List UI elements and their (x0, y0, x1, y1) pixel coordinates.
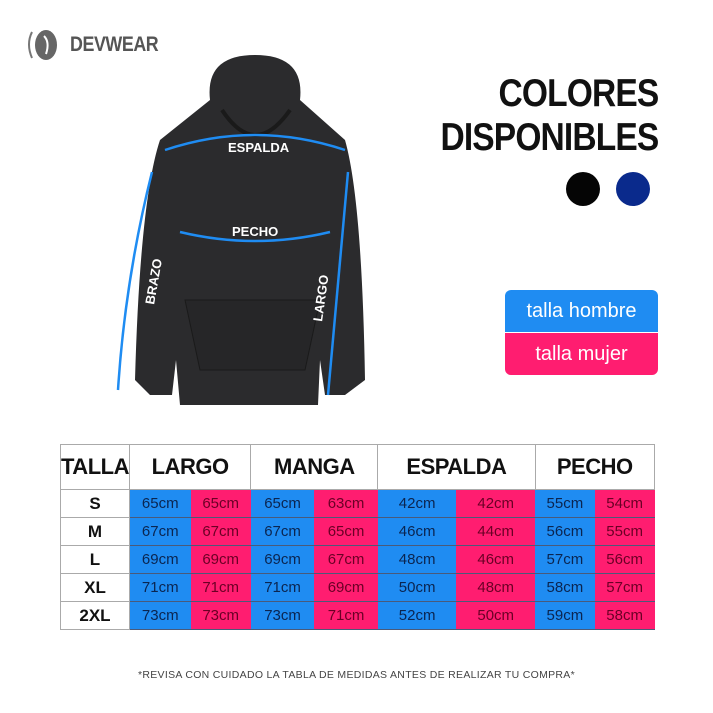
men-value-cell: 56cm (535, 517, 595, 546)
pecho-arrow (179, 230, 331, 243)
size-cell: S (60, 489, 130, 518)
men-value-cell: 48cm (377, 545, 457, 574)
title-line-2: DISPONIBLES (440, 116, 659, 159)
men-value-cell: 55cm (535, 489, 595, 518)
men-value-cell: 71cm (129, 573, 191, 602)
women-value-cell: 55cm (594, 517, 655, 546)
table-row: 2XL 73cm 73cm 73cm 71cm 52cm 50cm 59cm 58cm (60, 601, 655, 630)
header-talla: TALLA (60, 444, 130, 490)
header-manga: MANGA (250, 444, 379, 490)
brand-logo: DEVWEAR (24, 28, 174, 62)
men-value-cell: 67cm (250, 517, 315, 546)
legend-women: talla mujer (505, 333, 658, 375)
espalda-label: ESPALDA (228, 140, 290, 155)
women-value-cell: 63cm (314, 489, 378, 518)
women-value-cell: 50cm (456, 601, 535, 630)
largo-label: LARGO (310, 274, 331, 323)
header-largo: LARGO (128, 444, 252, 490)
men-value-cell: 50cm (377, 573, 457, 602)
table-row: S 65cm 65cm 65cm 63cm 42cm 42cm 55cm 54cm (60, 489, 655, 518)
women-value-cell: 58cm (594, 601, 655, 630)
men-value-cell: 52cm (377, 601, 457, 630)
page-title: COLORES DISPONIBLES (440, 72, 659, 160)
size-table: TALLA LARGO MANGA ESPALDA PECHO S 65cm 65c… (60, 444, 655, 630)
size-cell: XL (60, 573, 130, 602)
size-cell: M (60, 517, 130, 546)
men-value-cell: 73cm (129, 601, 191, 630)
color-swatch-black[interactable] (566, 172, 600, 206)
men-value-cell: 65cm (250, 489, 315, 518)
men-value-cell: 69cm (250, 545, 315, 574)
women-value-cell: 67cm (190, 517, 251, 546)
women-value-cell: 57cm (594, 573, 655, 602)
men-value-cell: 57cm (535, 545, 595, 574)
logo-mark-icon (28, 30, 57, 60)
header-espalda: ESPALDA (377, 444, 536, 490)
women-value-cell: 42cm (456, 489, 535, 518)
women-value-cell: 65cm (314, 517, 378, 546)
men-value-cell: 46cm (377, 517, 457, 546)
men-value-cell: 69cm (129, 545, 191, 574)
espalda-arrow (164, 133, 346, 152)
table-row: L 69cm 69cm 69cm 67cm 48cm 46cm 57cm 56cm (60, 545, 655, 574)
women-value-cell: 73cm (190, 601, 251, 630)
women-value-cell: 65cm (190, 489, 251, 518)
header-pecho: PECHO (534, 444, 655, 490)
women-value-cell: 44cm (456, 517, 535, 546)
pecho-label: PECHO (232, 224, 278, 239)
women-value-cell: 56cm (594, 545, 655, 574)
color-swatch-navy[interactable] (616, 172, 650, 206)
brand-name: DEVWEAR (70, 33, 159, 56)
largo-arrow (326, 171, 350, 396)
disclaimer-note: *REVISA CON CUIDADO LA TABLA DE MEDIDAS … (137, 669, 575, 681)
men-value-cell: 67cm (129, 517, 191, 546)
legend-men: talla hombre (505, 290, 658, 332)
table-row: M 67cm 67cm 67cm 65cm 46cm 44cm 56cm 55cm (60, 517, 655, 546)
men-value-cell: 65cm (129, 489, 191, 518)
size-cell: 2XL (60, 601, 130, 630)
men-value-cell: 71cm (250, 573, 315, 602)
women-value-cell: 67cm (314, 545, 378, 574)
men-value-cell: 73cm (250, 601, 315, 630)
men-value-cell: 42cm (377, 489, 457, 518)
size-cell: L (60, 545, 130, 574)
women-value-cell: 69cm (314, 573, 378, 602)
men-value-cell: 58cm (535, 573, 595, 602)
table-header: TALLA LARGO MANGA ESPALDA PECHO (60, 444, 655, 490)
women-value-cell: 71cm (190, 573, 251, 602)
table-row: XL 71cm 71cm 71cm 69cm 50cm 48cm 58cm 57cm (60, 573, 655, 602)
men-value-cell: 59cm (535, 601, 595, 630)
hoodie-diagram: ESPALDA PECHO BRAZO LARGO (116, 55, 365, 405)
women-value-cell: 48cm (456, 573, 535, 602)
title-line-1: COLORES (498, 72, 659, 115)
women-value-cell: 71cm (314, 601, 378, 630)
women-value-cell: 54cm (594, 489, 655, 518)
women-value-cell: 69cm (190, 545, 251, 574)
brazo-arrow (116, 171, 154, 391)
women-value-cell: 46cm (456, 545, 535, 574)
